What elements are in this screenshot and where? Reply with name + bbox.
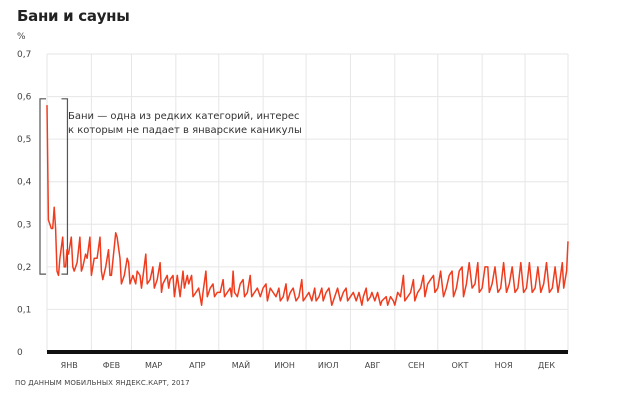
x-tick-label: МАЙ (232, 359, 250, 370)
y-axis-unit: % (17, 32, 26, 42)
x-tick-label: ДЕК (538, 361, 555, 370)
series-line (46, 105, 569, 306)
x-tick-label: АПР (189, 361, 205, 370)
y-tick-label: 0,3 (17, 220, 31, 230)
y-tick-label: 0,7 (17, 50, 31, 60)
chart-title: Бани и сауны (17, 7, 130, 25)
x-tick-label: АВГ (365, 361, 381, 370)
x-tick-label: МАР (145, 361, 162, 370)
x-tick-label: ОКТ (451, 361, 468, 370)
x-axis-ticks: ЯНВ ФЕВ МАР АПР МАЙ ИЮН ИЮЛ АВГ СЕН ОКТ НОЯ ДЕК (61, 359, 556, 370)
annotation-line-1: Бани — одна из редких категорий, интерес (68, 111, 300, 122)
y-tick-label: 0,6 (17, 93, 32, 103)
source-note: ПО ДАННЫМ МОБИЛЬНЫХ ЯНДЕКС.КАРТ, 2017 (15, 379, 190, 387)
grid (46, 53, 569, 352)
y-tick-label: 0,2 (17, 263, 31, 273)
y-axis-ticks: 0 0,1 0,2 0,3 0,4 0,5 0,6 0,7 (17, 50, 32, 358)
x-tick-label: ЯНВ (61, 361, 78, 370)
x-tick-label: ИЮЛ (318, 361, 339, 370)
y-tick-label: 0 (17, 348, 23, 358)
x-tick-label: СЕН (408, 361, 425, 370)
x-axis-baseline (47, 350, 568, 354)
annotation-line-2: к которым не падает в январские каникулы (68, 125, 302, 136)
x-tick-label: ИЮН (274, 361, 295, 370)
y-tick-label: 0,4 (17, 178, 32, 188)
x-tick-label: НОЯ (495, 361, 513, 370)
x-tick-label: ФЕВ (103, 361, 120, 370)
y-tick-label: 0,5 (17, 135, 31, 145)
annotation-bracket (39, 98, 69, 275)
y-tick-label: 0,1 (17, 305, 31, 315)
